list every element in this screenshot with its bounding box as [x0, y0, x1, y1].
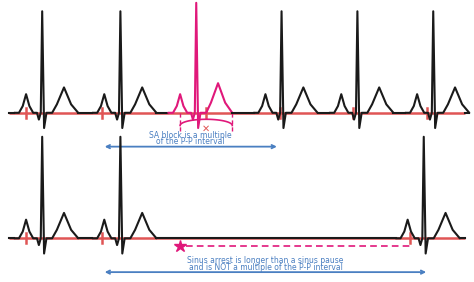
Text: of the P-P interval: of the P-P interval	[156, 137, 225, 146]
Text: Sinus arrest is longer than a sinus pause: Sinus arrest is longer than a sinus paus…	[187, 256, 344, 265]
Text: SA block is a multiple: SA block is a multiple	[149, 131, 232, 140]
Text: and is NOT a multiple of the P-P interval: and is NOT a multiple of the P-P interva…	[189, 263, 342, 272]
Text: ✕: ✕	[202, 123, 210, 133]
